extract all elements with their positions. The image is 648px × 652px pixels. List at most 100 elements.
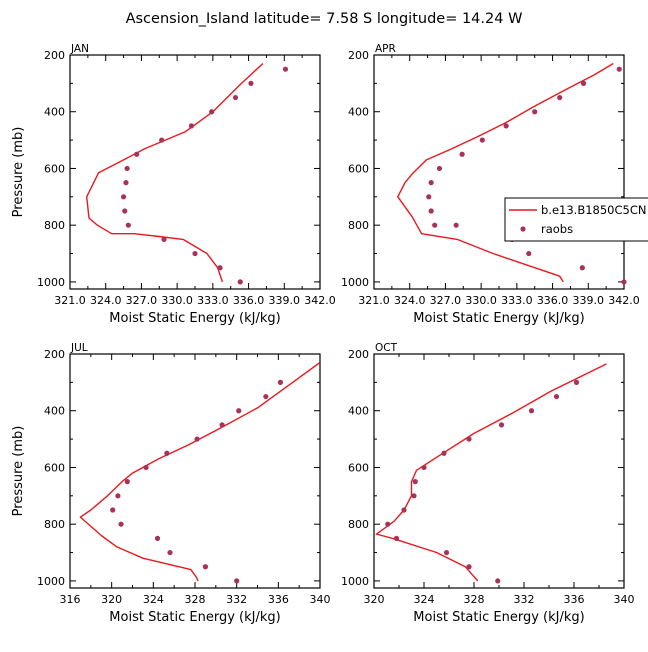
x-tick-label: 324: [143, 593, 164, 606]
raobs-point: [580, 80, 587, 86]
x-tick-label: 330.0: [161, 294, 193, 307]
panel-label: JAN: [70, 43, 89, 55]
raobs-point: [282, 66, 289, 72]
raobs-point: [393, 535, 400, 541]
x-axis-label: Moist Static Energy (kJ/kg): [413, 610, 584, 625]
raobs-point: [167, 549, 173, 556]
raobs-point: [573, 379, 580, 385]
y-tick-label: 1000: [37, 575, 65, 588]
x-tick-label: 332: [226, 593, 247, 606]
x-tick-label: 339.0: [573, 294, 605, 307]
raobs-point: [385, 521, 391, 527]
x-tick-label: 342.0: [608, 294, 640, 307]
y-tick-label: 200: [348, 348, 369, 361]
raobs-point: [124, 479, 130, 485]
x-tick-label: 320: [364, 593, 385, 606]
raobs-point: [426, 194, 432, 200]
raobs-point: [234, 578, 240, 584]
y-tick-label: 400: [44, 405, 65, 418]
raobs-point: [134, 151, 140, 157]
raobs-point: [503, 123, 509, 129]
raobs-point: [432, 222, 438, 228]
y-tick-label: 600: [348, 461, 369, 474]
panel-label: JUL: [70, 342, 88, 354]
model-profile-line: [397, 62, 614, 283]
x-tick-label: 333.0: [197, 294, 229, 307]
panel-oct: OCT 320 324 328 332 336 340 200 400 600 800 1000 Moi…: [341, 342, 635, 625]
raobs-point: [421, 464, 427, 471]
raobs-point: [498, 422, 505, 428]
raobs-point: [277, 379, 284, 385]
raobs-point: [401, 507, 407, 513]
raobs-point: [553, 393, 560, 400]
raobs-point: [143, 464, 149, 471]
plot-area: [85, 62, 264, 283]
x-tick-label: 324.0: [90, 294, 122, 307]
x-tick-label: 333.0: [501, 294, 533, 307]
panel-label: APR: [375, 43, 396, 55]
y-tick-label: 600: [44, 461, 65, 474]
y-tick-label: 400: [44, 106, 65, 119]
raobs-point: [159, 137, 165, 143]
x-tick-label: 336.0: [233, 294, 265, 307]
x-axis-label: Moist Static Energy (kJ/kg): [413, 311, 584, 326]
raobs-point: [122, 208, 128, 214]
raobs-point: [123, 180, 129, 186]
raobs-point: [579, 265, 585, 271]
panel-jul: JUL 316 320 324 328 332 336 340 200 400 600 800 1000…: [11, 342, 331, 625]
x-tick-label: 332: [514, 593, 535, 606]
raobs-point: [219, 422, 225, 428]
raobs-point: [154, 535, 161, 541]
raobs-point: [124, 165, 130, 172]
plot-area: [79, 361, 320, 582]
x-tick-label: 316: [60, 593, 81, 606]
raobs-point: [428, 180, 434, 186]
raobs-point: [118, 521, 124, 527]
raobs-point: [411, 493, 417, 499]
raobs-point: [441, 450, 447, 456]
legend: b.e13.B1850C5CN raobs: [504, 197, 648, 242]
raobs-point: [495, 578, 501, 584]
legend-box: [504, 197, 648, 242]
plot-frame: [373, 54, 625, 290]
plot-area: [375, 363, 607, 582]
panel-jan: JAN 321.0 324.0 327.0 330.0 333.0 336.0 339.0 34…: [11, 43, 336, 326]
y-axis-label: Pressure (mb): [11, 426, 26, 517]
panel-apr: APR 321.0 324.0 327.0 330.0 333.0 336.0 339.0 34…: [341, 43, 648, 326]
x-tick-label: 321.0: [358, 294, 390, 307]
y-tick-label: 600: [44, 162, 65, 175]
raobs-point: [263, 393, 269, 400]
raobs-point: [232, 94, 239, 101]
x-tick-label: 324.0: [394, 294, 426, 307]
x-tick-label: 336: [268, 593, 289, 606]
legend-entry-raobs: raobs: [541, 222, 573, 236]
raobs-point: [443, 549, 450, 556]
raobs-point: [236, 408, 242, 414]
y-tick-label: 400: [348, 405, 369, 418]
y-tick-label: 200: [44, 348, 65, 361]
figure-title: Ascension_Island latitude= 7.58 S longit…: [126, 11, 523, 27]
x-tick-label: 321.0: [54, 294, 86, 307]
raobs-point: [110, 507, 116, 513]
raobs-point: [616, 66, 622, 72]
plot-frame: [373, 353, 625, 589]
raobs-point: [412, 479, 418, 485]
x-tick-label: 336.0: [537, 294, 569, 307]
raobs-point: [466, 436, 472, 442]
raobs-point: [237, 279, 243, 285]
raobs-point: [557, 94, 563, 101]
raobs-point: [248, 80, 254, 86]
y-tick-label: 800: [348, 219, 369, 232]
raobs-point: [125, 222, 131, 228]
y-tick-label: 200: [44, 49, 65, 62]
y-tick-label: 1000: [341, 276, 369, 289]
raobs-point: [526, 250, 532, 257]
x-tick-label: 328: [185, 593, 206, 606]
raobs-point: [466, 564, 472, 570]
raobs-point: [479, 137, 485, 143]
raobs-point: [115, 493, 121, 499]
plot-area: [397, 62, 614, 283]
